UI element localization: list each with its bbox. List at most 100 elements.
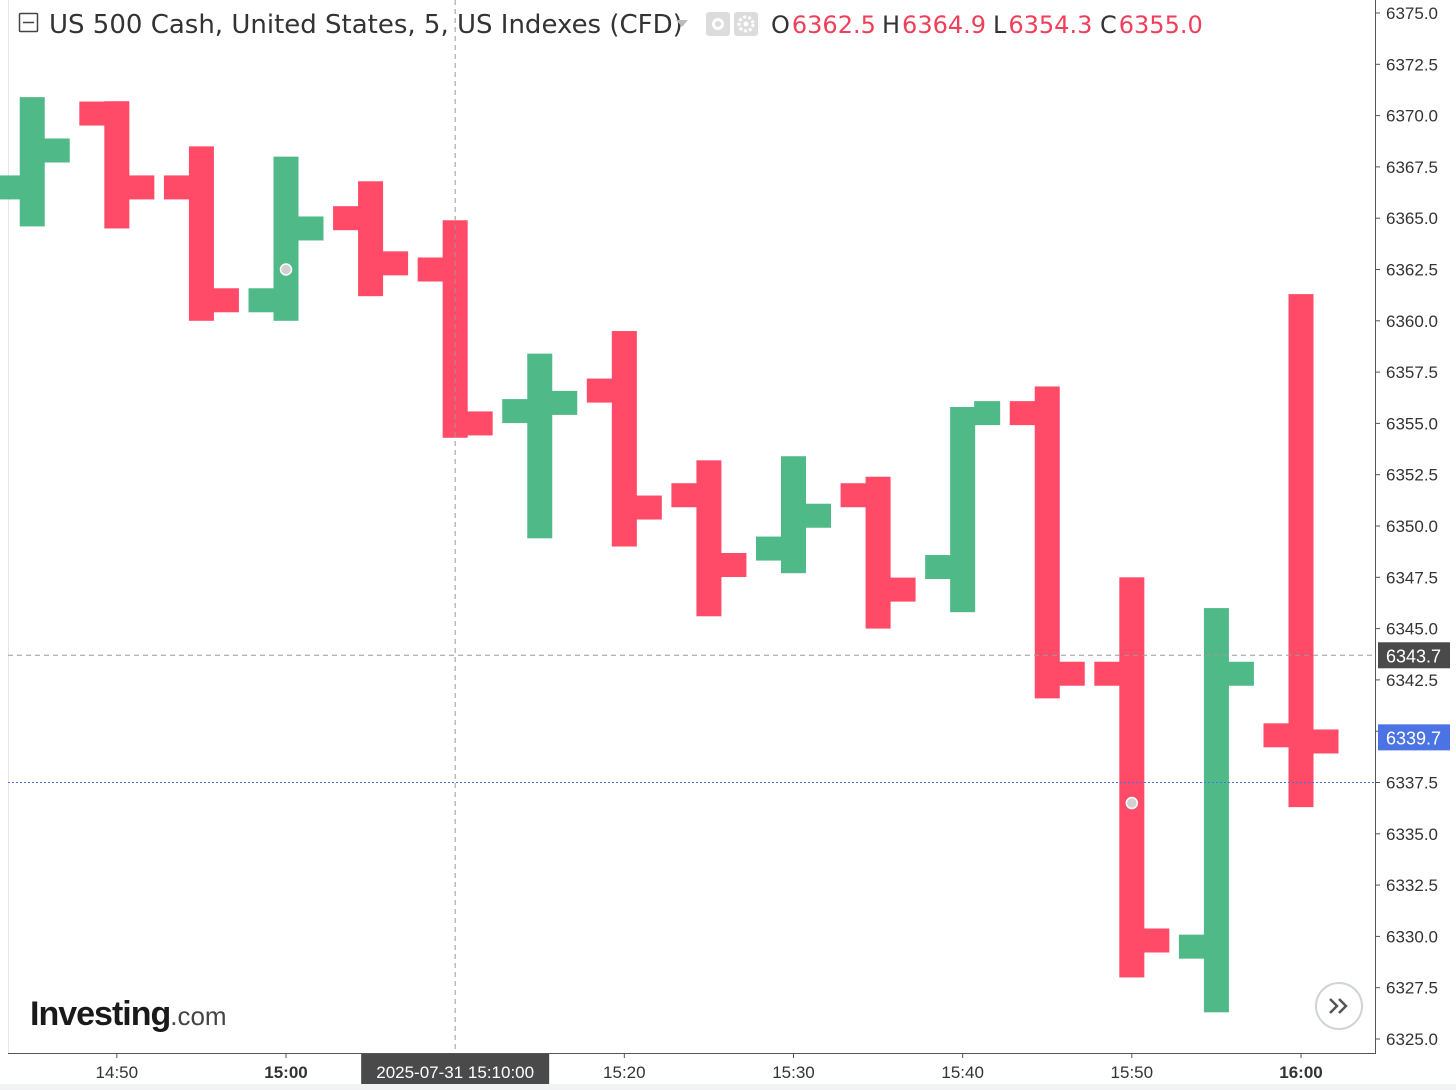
low-label: L — [993, 11, 1007, 39]
bottom-strip — [0, 1084, 1456, 1090]
bar-high-low-stem — [611, 331, 637, 547]
investing-logo: Investing.com — [30, 995, 227, 1033]
bar-open-tick — [756, 536, 782, 561]
bar-open-tick — [333, 206, 360, 231]
ohlc-bar[interactable] — [1094, 577, 1170, 978]
bar-close-tick — [1312, 729, 1339, 754]
time-tick-label: 15:20 — [603, 1063, 646, 1082]
price-tick-label: 6327.5 — [1386, 979, 1438, 998]
ohlc-bar[interactable] — [840, 476, 916, 629]
price-tick-label: 6332.5 — [1386, 876, 1438, 895]
bar-open-tick — [586, 378, 613, 403]
ohlc-bar[interactable] — [1263, 294, 1339, 808]
bar-close-tick — [1058, 661, 1085, 686]
bar-close-tick — [43, 138, 70, 163]
last-price-label: 6339.7 — [1378, 724, 1450, 751]
svg-text:6343.7: 6343.7 — [1386, 646, 1441, 666]
time-tick-label: 15:40 — [941, 1063, 984, 1082]
bar-open-tick — [1094, 661, 1121, 686]
bar-open-tick — [1009, 401, 1036, 426]
bar-close-tick — [1227, 661, 1254, 686]
bar-close-tick — [805, 503, 831, 528]
bar-close-tick — [297, 216, 324, 241]
ohlc-bar[interactable] — [671, 460, 747, 617]
bar-close-tick — [212, 288, 239, 313]
instrument-title[interactable]: US 500 Cash, United States, 5, US Indexe… — [49, 10, 683, 40]
high-label: H — [882, 11, 900, 39]
bar-high-low-stem — [696, 460, 722, 617]
event-marker[interactable] — [1125, 796, 1139, 810]
bar-open-tick — [0, 175, 21, 200]
low-value: 6354.3 — [1008, 11, 1092, 39]
scroll-to-latest-button[interactable] — [1315, 982, 1363, 1030]
price-tick-label: 6345.0 — [1386, 620, 1438, 639]
bar-open-tick — [417, 257, 444, 282]
bar-close-tick — [720, 552, 747, 577]
ohlc-bar[interactable] — [79, 101, 155, 229]
bar-high-low-stem — [358, 181, 384, 297]
bar-open-tick — [502, 399, 529, 424]
ohlc-bar[interactable] — [163, 146, 239, 321]
bar-open-tick — [1178, 934, 1205, 959]
price-tick-label: 6375.0 — [1386, 4, 1438, 23]
crosshair-price-label: 6343.7 — [1378, 642, 1450, 669]
open-value: 6362.5 — [792, 11, 876, 39]
price-tick-label: 6357.5 — [1386, 363, 1438, 382]
bar-high-low-stem — [19, 97, 45, 227]
time-tick-label: 14:50 — [96, 1063, 139, 1082]
price-tick-label: 6347.5 — [1386, 568, 1438, 587]
bar-close-tick — [974, 401, 1001, 426]
ohlc-bar[interactable] — [502, 353, 578, 539]
eye-icon[interactable] — [706, 12, 730, 36]
logo-suffix: .com — [170, 1001, 226, 1031]
bar-high-low-stem — [781, 456, 806, 574]
close-value: 6355.0 — [1119, 11, 1203, 39]
bar-high-low-stem — [865, 476, 891, 629]
svg-text:H6364.9: H6364.9 — [882, 11, 986, 39]
plot-area — [0, 97, 1339, 1013]
bar-close-tick — [1143, 928, 1170, 953]
ohlc-bar[interactable] — [586, 331, 662, 547]
price-tick-label: 6350.0 — [1386, 517, 1438, 536]
ohlc-bar[interactable] — [1009, 386, 1085, 699]
ohlc-bar[interactable] — [0, 97, 70, 227]
price-axis[interactable]: 6325.06327.56330.06332.56335.06337.56340… — [1375, 4, 1438, 1049]
bar-high-low-stem — [188, 146, 214, 321]
bar-open-tick — [925, 555, 952, 580]
bar-close-tick — [889, 577, 916, 602]
time-tick-label: 15:00 — [264, 1063, 307, 1082]
ohlc-bar[interactable] — [333, 181, 409, 297]
time-axis[interactable]: 14:50 15:00 15:20 15:30 15:40 15:50 16:00 — [96, 1053, 1323, 1082]
ohlc-bar[interactable] — [1178, 608, 1254, 1013]
chevron-down-icon[interactable] — [676, 20, 688, 27]
event-marker[interactable] — [279, 263, 293, 276]
bar-open-tick — [248, 288, 275, 313]
logo-brand: Investing — [30, 995, 170, 1033]
svg-text:O6362.5: O6362.5 — [771, 11, 876, 39]
bar-open-tick — [671, 483, 698, 508]
crosshair: 2025-07-31 15:10:00 6343.7 6339.7 — [8, 0, 1450, 1084]
time-tick-label: 16:00 — [1279, 1063, 1322, 1082]
bar-high-low-stem — [527, 353, 553, 539]
svg-text:L6354.3: L6354.3 — [993, 11, 1092, 39]
open-label: O — [771, 11, 790, 39]
collapse-square-icon[interactable] — [18, 12, 39, 33]
ohlc-bar[interactable] — [925, 401, 1001, 613]
price-tick-label: 6330.0 — [1386, 927, 1438, 946]
time-tick-label: 15:30 — [772, 1063, 815, 1082]
ohlc-bar[interactable] — [756, 456, 831, 574]
price-tick-label: 6337.5 — [1386, 774, 1438, 793]
time-tick-label: 15:50 — [1111, 1063, 1154, 1082]
bar-open-tick — [840, 483, 867, 508]
ohlc-bar[interactable] — [248, 156, 324, 321]
bar-open-tick — [163, 175, 190, 200]
chart-legend: US 500 Cash, United States, 5, US Indexe… — [18, 10, 1203, 40]
bar-close-tick — [128, 175, 155, 200]
price-tick-label: 6342.5 — [1386, 671, 1438, 690]
bar-close-tick — [635, 495, 662, 520]
close-label: C — [1100, 11, 1117, 39]
gear-icon[interactable] — [734, 12, 758, 36]
high-value: 6364.9 — [902, 11, 986, 39]
